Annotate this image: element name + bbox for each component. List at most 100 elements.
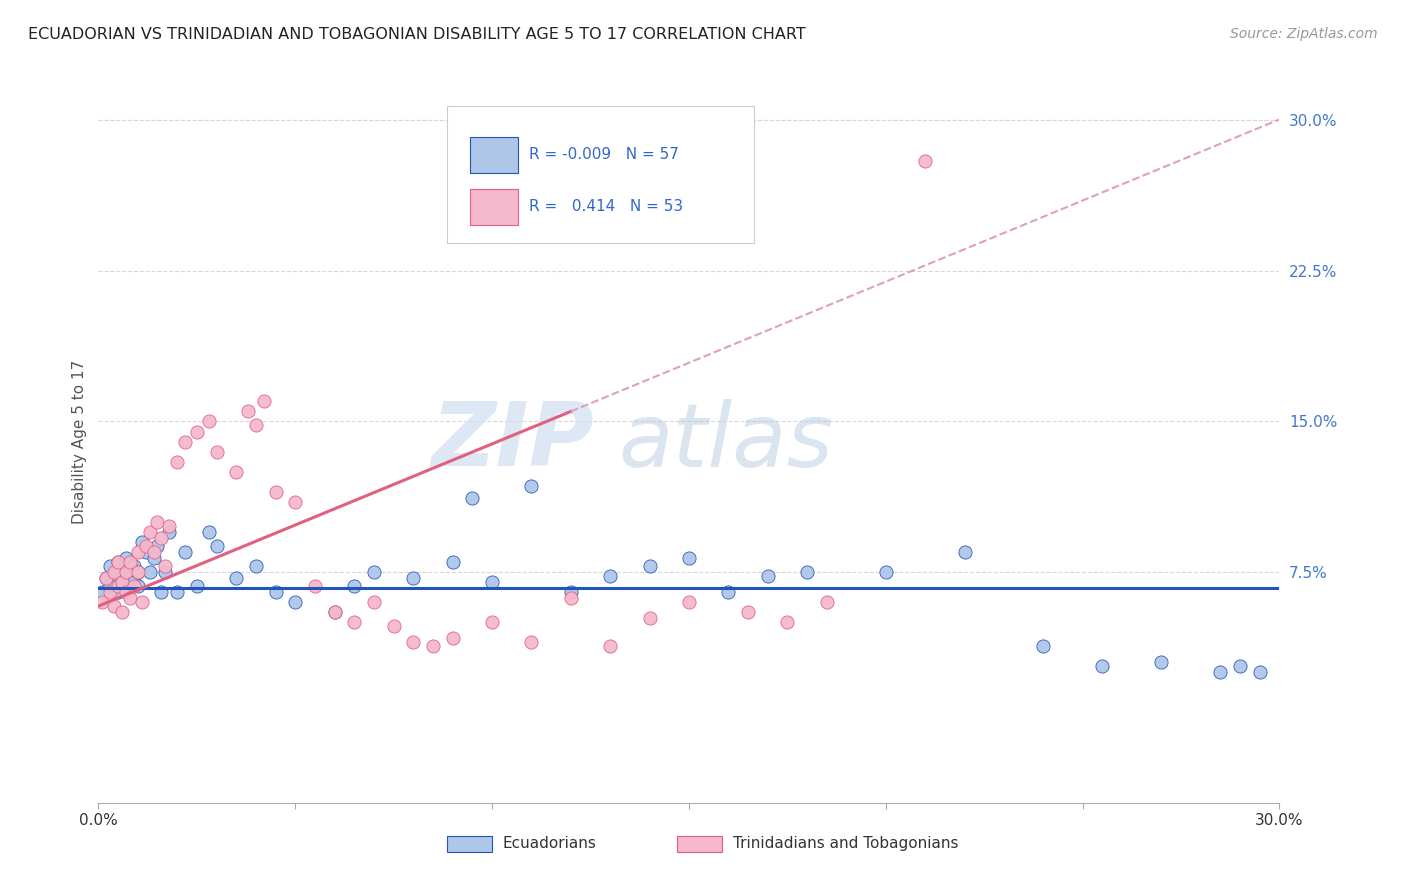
Point xyxy=(717,585,740,599)
Point xyxy=(599,639,621,653)
Point xyxy=(127,565,149,579)
Point xyxy=(1032,639,1054,653)
Text: R = -0.009   N = 57: R = -0.009 N = 57 xyxy=(530,147,679,162)
Text: Source: ZipAtlas.com: Source: ZipAtlas.com xyxy=(1230,27,1378,41)
Point xyxy=(756,569,779,583)
Point xyxy=(481,615,503,630)
Point xyxy=(166,455,188,469)
Point xyxy=(91,595,114,609)
Point xyxy=(461,491,484,505)
Point xyxy=(186,425,208,439)
Point xyxy=(815,595,838,609)
Point xyxy=(122,558,145,574)
Text: ECUADORIAN VS TRINIDADIAN AND TOBAGONIAN DISABILITY AGE 5 TO 17 CORRELATION CHAR: ECUADORIAN VS TRINIDADIAN AND TOBAGONIAN… xyxy=(28,27,806,42)
Point xyxy=(111,574,134,589)
Point xyxy=(98,585,121,599)
Point xyxy=(304,579,326,593)
Point xyxy=(166,585,188,599)
Point xyxy=(382,619,405,633)
Point xyxy=(520,478,543,492)
Point xyxy=(638,558,661,574)
Point xyxy=(115,565,138,579)
Point xyxy=(638,611,661,625)
Point xyxy=(441,632,464,646)
Point xyxy=(1150,655,1173,669)
Point xyxy=(402,571,425,585)
Point xyxy=(560,585,582,599)
Point xyxy=(284,494,307,508)
Point xyxy=(225,571,247,585)
Point xyxy=(343,615,366,630)
Point xyxy=(174,434,197,449)
Point xyxy=(96,571,118,585)
Point xyxy=(146,539,169,553)
FancyBboxPatch shape xyxy=(678,836,723,852)
Text: R =   0.414   N = 53: R = 0.414 N = 53 xyxy=(530,199,683,214)
Point xyxy=(264,585,287,599)
Point xyxy=(678,551,700,566)
Point xyxy=(146,515,169,529)
Point xyxy=(118,591,141,606)
Text: atlas: atlas xyxy=(619,399,832,484)
FancyBboxPatch shape xyxy=(471,188,517,225)
Point xyxy=(127,579,149,593)
Point xyxy=(914,153,936,168)
Point xyxy=(142,545,165,559)
Point xyxy=(678,595,700,609)
Point xyxy=(776,615,799,630)
Text: ZIP: ZIP xyxy=(432,398,595,485)
Y-axis label: Disability Age 5 to 17: Disability Age 5 to 17 xyxy=(72,359,87,524)
Text: Ecuadorians: Ecuadorians xyxy=(502,837,596,852)
Point xyxy=(107,555,129,569)
Point xyxy=(98,558,121,574)
Point xyxy=(103,567,125,582)
Point xyxy=(520,635,543,649)
Point xyxy=(91,585,114,599)
Point xyxy=(118,555,141,569)
Point xyxy=(205,444,228,458)
Point xyxy=(115,585,138,599)
Point xyxy=(135,539,157,553)
Point xyxy=(796,565,818,579)
Point xyxy=(138,524,160,539)
Point xyxy=(284,595,307,609)
Point xyxy=(205,539,228,553)
Point xyxy=(142,551,165,566)
Point xyxy=(236,404,259,418)
Point xyxy=(122,574,145,589)
Point xyxy=(253,394,276,409)
Point xyxy=(111,565,134,579)
Point xyxy=(107,579,129,593)
Point xyxy=(98,579,121,593)
Point xyxy=(150,531,173,545)
Point xyxy=(155,558,177,574)
Point xyxy=(115,579,138,593)
Point xyxy=(363,595,385,609)
Point xyxy=(157,524,180,539)
Point xyxy=(323,605,346,619)
Point xyxy=(150,585,173,599)
Point xyxy=(737,605,759,619)
Point xyxy=(135,545,157,559)
Point xyxy=(441,555,464,569)
Point xyxy=(1229,659,1251,673)
Point xyxy=(127,565,149,579)
Point xyxy=(186,579,208,593)
Point xyxy=(118,561,141,575)
Point xyxy=(118,571,141,585)
FancyBboxPatch shape xyxy=(447,105,754,243)
Point xyxy=(197,414,219,429)
Point xyxy=(323,605,346,619)
Point xyxy=(481,574,503,589)
Point xyxy=(157,519,180,533)
Point xyxy=(131,534,153,549)
Point xyxy=(402,635,425,649)
Point xyxy=(174,545,197,559)
Point xyxy=(107,585,129,599)
Point xyxy=(103,599,125,614)
Point xyxy=(225,465,247,479)
Point xyxy=(138,565,160,579)
Point xyxy=(599,569,621,583)
Point xyxy=(111,605,134,619)
Point xyxy=(560,591,582,606)
